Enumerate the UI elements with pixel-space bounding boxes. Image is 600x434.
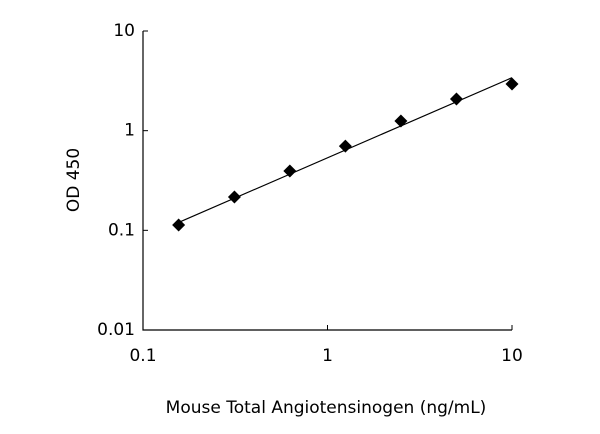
y-tick-label: 0.1 [108,220,135,240]
point [283,164,297,178]
point [394,114,408,128]
point [449,92,463,106]
x-tick-label: 10 [501,346,523,366]
axis-line [142,31,512,331]
point [338,139,352,153]
x-tick-label: 0.1 [129,346,156,366]
y-tick-label: 1 [124,121,135,141]
point [227,190,241,204]
y-tick-label: 10 [113,21,135,41]
point [172,218,186,232]
x-axis-label: Mouse Total Angiotensinogen (ng/mL) [166,398,487,418]
point [505,77,519,91]
y-axis-label: OD 450 [64,148,84,212]
x-tick-label: 1 [322,346,333,366]
y-tick-label: 0.01 [97,320,135,340]
